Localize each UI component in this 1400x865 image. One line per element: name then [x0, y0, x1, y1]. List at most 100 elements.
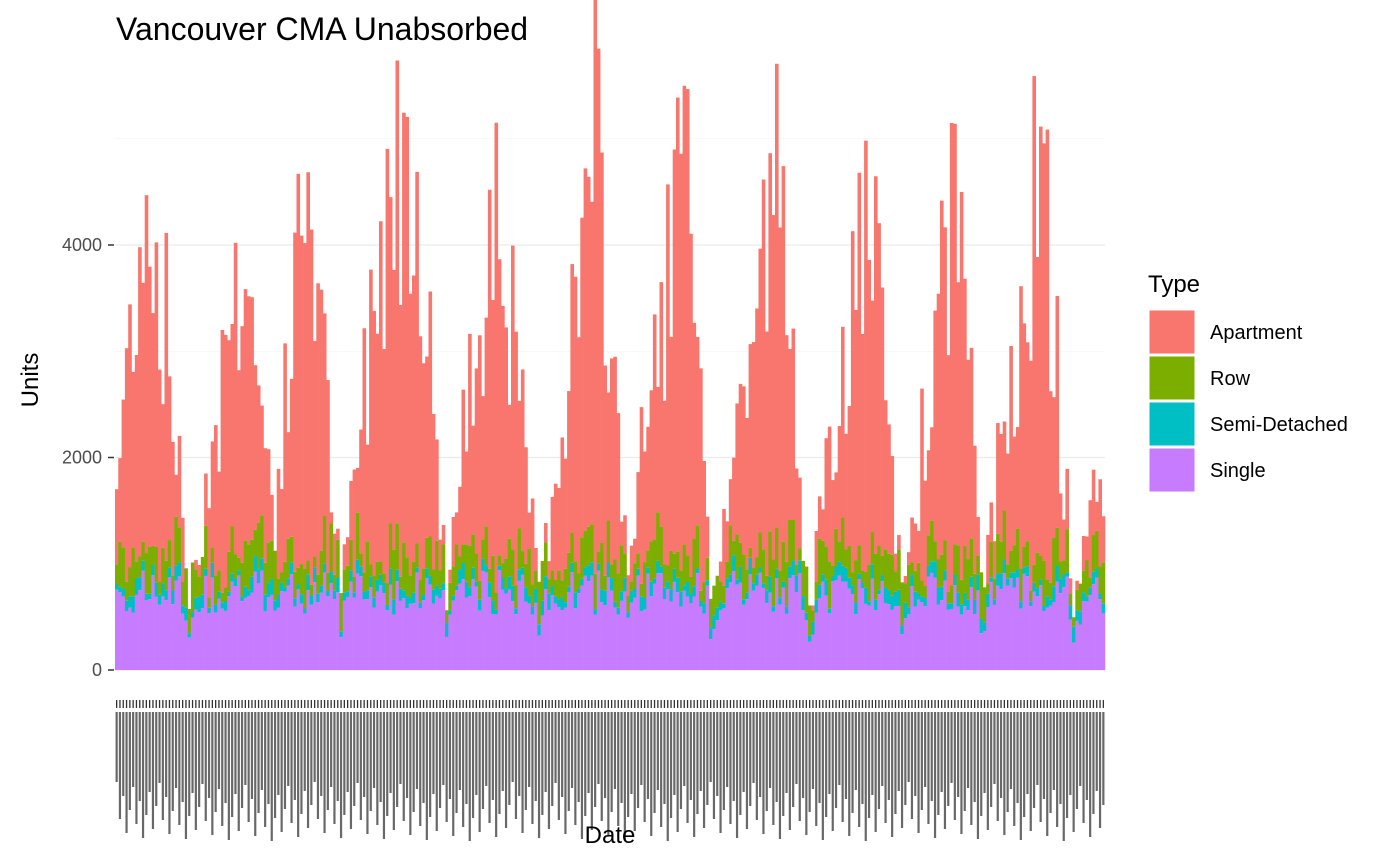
- bar-segment-apartment: [1002, 421, 1007, 511]
- bar-segment-apartment: [250, 297, 254, 540]
- bar-segment-apartment: [722, 508, 726, 586]
- bar-segment-semi-detached: [412, 592, 416, 604]
- bar-segment-row: [712, 585, 716, 616]
- bar-segment-semi-detached: [857, 573, 862, 580]
- bar-segment-row: [461, 544, 466, 563]
- bar-segment-single: [976, 590, 980, 670]
- bar-segment-apartment: [230, 324, 235, 527]
- x-tick-label-glyph: [927, 712, 930, 824]
- bar-segment-semi-detached: [966, 599, 970, 611]
- bar-segment-apartment: [491, 299, 495, 556]
- bar-segment-semi-detached: [289, 562, 294, 575]
- x-tick-label-glyph: [204, 712, 207, 821]
- bar-segment-single: [167, 577, 172, 670]
- bar-segment-semi-detached: [280, 582, 284, 592]
- bar-segment-semi-detached: [313, 567, 317, 583]
- bar-segment-single: [534, 602, 538, 670]
- bar-segment-single: [883, 603, 888, 670]
- bar-segment-row: [857, 545, 862, 574]
- x-tick-label-glyph: [897, 712, 900, 791]
- bar-segment-row: [385, 583, 390, 605]
- bar-segment-single: [705, 585, 710, 670]
- bar-segment-row: [989, 541, 994, 578]
- bar-segment-semi-detached: [223, 601, 228, 611]
- bar-segment-single: [1042, 611, 1046, 670]
- bar-segment-semi-detached: [379, 574, 383, 586]
- bar-segment-semi-detached: [1035, 588, 1040, 597]
- x-tick-label-glyph: [993, 712, 996, 784]
- bar-segment-semi-detached: [253, 556, 258, 572]
- bar-segment-row: [256, 522, 261, 570]
- bar-segment-apartment: [530, 498, 535, 585]
- bar-segment-semi-detached: [151, 565, 155, 576]
- x-tick-label-glyph: [874, 712, 877, 832]
- bar-segment-apartment: [643, 451, 647, 563]
- x-tick-label-glyph: [122, 712, 125, 796]
- bar-segment-single: [808, 641, 812, 670]
- bar-segment-row: [174, 516, 178, 566]
- bar-segment-semi-detached: [1029, 601, 1033, 607]
- bar-segment-apartment: [412, 275, 416, 562]
- x-tick-label-glyph: [488, 712, 491, 823]
- bar-segment-semi-detached: [913, 591, 918, 607]
- bar-segment-row: [332, 574, 337, 591]
- legend-key-single: [1148, 447, 1196, 493]
- bar-segment-row: [666, 565, 670, 582]
- bar-segment-semi-detached: [676, 577, 680, 593]
- bar-segment-single: [1052, 602, 1056, 670]
- bar-segment-single: [715, 620, 720, 670]
- bar-segment-semi-detached: [821, 574, 825, 582]
- bar-segment-single: [735, 584, 739, 670]
- bar-segment-single: [738, 582, 743, 670]
- bar-segment-apartment: [398, 305, 403, 577]
- bar-segment-semi-detached: [699, 600, 703, 607]
- bar-segment-apartment: [857, 172, 862, 546]
- bar-segment-row: [1006, 564, 1010, 579]
- x-tick-label-glyph: [709, 712, 712, 782]
- bar-segment-row: [969, 538, 974, 577]
- x-tick-label-glyph: [1026, 712, 1029, 794]
- x-tick-label-glyph: [191, 712, 194, 793]
- bar-segment-single: [946, 609, 951, 670]
- bar-segment-semi-detached: [679, 591, 683, 607]
- bar-segment-row: [920, 580, 924, 597]
- bar-segment-apartment: [920, 388, 924, 581]
- bar-segment-row: [798, 548, 802, 561]
- bar-segment-single: [745, 599, 749, 670]
- x-tick-label-glyph: [584, 712, 587, 816]
- bar-segment-apartment: [276, 468, 281, 579]
- bar-segment-apartment: [395, 60, 400, 524]
- bar-segment-apartment: [600, 152, 604, 543]
- x-tick-label-glyph: [719, 712, 722, 833]
- x-tick-label-glyph: [656, 712, 659, 790]
- bar-segment-single: [339, 637, 343, 670]
- bar-segment-semi-detached: [415, 567, 419, 573]
- x-tick-label-glyph: [1052, 712, 1055, 790]
- bar-segment-apartment: [570, 264, 574, 533]
- bar-segment-single: [633, 597, 637, 670]
- bar-segment-semi-detached: [652, 578, 657, 584]
- bar-segment-semi-detached: [867, 601, 871, 606]
- bar-segment-single: [121, 596, 126, 670]
- bar-segment-semi-detached: [623, 577, 627, 592]
- bar-segment-semi-detached: [124, 600, 129, 612]
- bar-segment-apartment: [164, 232, 169, 561]
- bar-segment-semi-detached: [339, 631, 343, 638]
- bar-segment-row: [214, 575, 218, 605]
- x-tick-label-glyph: [369, 712, 372, 811]
- bar-segment-row: [448, 582, 452, 611]
- bar-segment-apartment: [679, 153, 683, 571]
- bar-segment-apartment: [141, 282, 145, 542]
- x-tick-label-glyph: [194, 712, 197, 830]
- x-tick-label-glyph: [429, 712, 432, 817]
- bar-segment-apartment: [880, 287, 885, 556]
- x-tick-label-glyph: [953, 712, 956, 820]
- bar-segment-single: [293, 606, 297, 670]
- bar-segment-single: [329, 583, 334, 670]
- bar-segment-row: [550, 570, 555, 587]
- bar-segment-apartment: [577, 337, 581, 574]
- bar-segment-row: [557, 570, 561, 600]
- bar-segment-semi-detached: [398, 588, 403, 601]
- bar-segment-apartment: [837, 426, 842, 542]
